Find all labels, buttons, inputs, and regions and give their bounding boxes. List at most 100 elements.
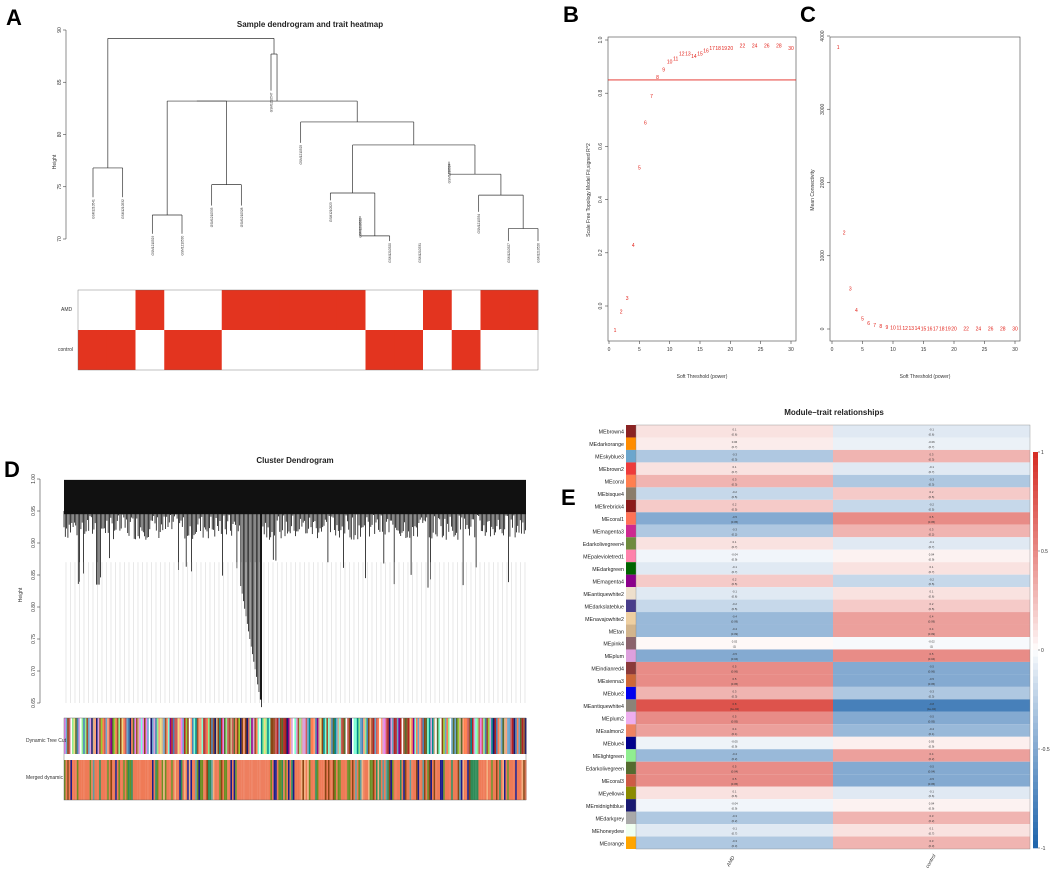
panel-a-ytick-label: 80 xyxy=(57,132,63,138)
panel-e-legend-step xyxy=(1033,782,1038,789)
panel-d-color-dynamic xyxy=(259,718,261,754)
panel-e-cell-amd-r: -0.1 xyxy=(732,565,737,569)
panel-d-color-merged xyxy=(520,760,522,800)
panel-e-cell-amd xyxy=(636,786,833,800)
panel-d-color-dynamic xyxy=(225,718,228,754)
panel-d-color-dynamic xyxy=(228,718,231,754)
panel-a-heat-cell-control xyxy=(365,330,395,370)
panel-d-color-merged xyxy=(99,760,101,800)
panel-e-cell-control xyxy=(833,462,1030,475)
panel-a-leaf-label: GSM1210526 xyxy=(537,243,541,263)
panel-e-module-label: MEtan xyxy=(609,629,624,635)
panel-d-color-merged xyxy=(67,760,69,800)
panel-e-cell-amd-p: (0.7) xyxy=(732,470,738,474)
panel-e-cell-amd xyxy=(636,562,833,575)
panel-d-color-dynamic xyxy=(403,718,405,754)
panel-d-color-merged xyxy=(371,760,373,800)
panel-e-cell-amd-r: 0.1 xyxy=(733,540,737,544)
panel-c-point: 28 xyxy=(1000,327,1006,333)
panel-d-color-merged xyxy=(334,760,337,800)
panel-d-color-dynamic xyxy=(289,718,292,754)
panel-a-heat-cell-amd xyxy=(221,290,251,330)
panel-d-color-dynamic xyxy=(427,718,429,754)
panel-a-leaf-label: GSM1210523 xyxy=(329,202,333,222)
panel-c-point: 24 xyxy=(976,327,982,333)
panel-e-cell-control-r: -0.1 xyxy=(929,789,934,793)
panel-d-color-merged xyxy=(134,760,137,800)
panel-d-color-dynamic xyxy=(310,718,313,754)
panel-d-color-merged xyxy=(208,760,210,800)
panel-a-heat-cell-amd xyxy=(423,290,453,330)
panel-d-color-merged xyxy=(459,760,461,800)
panel-e-cell-amd-r: -0.04 xyxy=(731,802,738,806)
panel-e-module-trait-heatmap: Module–trait relationships MEbrown40.1(0… xyxy=(583,408,1050,870)
panel-d-color-merged xyxy=(112,760,114,800)
panel-d-color-merged xyxy=(198,760,201,800)
panel-c-point: 10 xyxy=(890,325,896,331)
panel-d-color-dynamic xyxy=(158,718,161,754)
panel-e-cell-control-r: 0.1 xyxy=(930,590,934,594)
panel-d-color-merged xyxy=(358,760,361,800)
panel-d-color-dynamic xyxy=(65,718,68,754)
panel-e-cell-control-r: -0.3 xyxy=(929,689,934,693)
panel-e-cell-control xyxy=(833,811,1030,825)
panel-a-heat-cell-amd xyxy=(308,290,338,330)
panel-d-color-dynamic xyxy=(432,718,434,754)
panel-e-module-label: MEnavajowhite2 xyxy=(585,617,624,623)
panel-d-color-merged xyxy=(502,760,505,800)
panel-e-cell-amd xyxy=(636,574,833,588)
panel-d-color-dynamic xyxy=(160,718,162,754)
panel-e-module-label: MEblue4 xyxy=(603,741,624,747)
panel-e-legend-step xyxy=(1033,841,1038,849)
panel-e-legend-step xyxy=(1033,762,1038,770)
panel-d-color-merged xyxy=(372,760,375,800)
panel-d-color-merged xyxy=(411,760,413,800)
panel-d-color-dynamic xyxy=(137,718,140,754)
panel-d-ytick-label: 0.70 xyxy=(31,666,37,676)
panel-e-cell-control xyxy=(833,537,1030,550)
panel-d-color-merged xyxy=(467,760,469,800)
panel-d-color-merged xyxy=(286,760,289,800)
panel-e-cell-amd-p: (4e-04) xyxy=(730,707,739,711)
panel-d-color-dynamic xyxy=(68,718,71,754)
panel-e-cell-control xyxy=(833,674,1030,687)
panel-d-color-merged xyxy=(524,760,527,800)
panel-d-color-dynamic xyxy=(123,718,125,754)
panel-d-color-merged xyxy=(484,760,487,800)
panel-e-cell-control-p: (0.04) xyxy=(928,769,935,773)
panel-d-color-merged xyxy=(352,760,354,800)
panel-e-cell-amd-r: 0.5 xyxy=(733,777,737,781)
panel-d-color-merged xyxy=(64,760,66,800)
panel-c-point: 14 xyxy=(915,326,921,332)
panel-d-color-merged xyxy=(416,760,418,800)
panel-e-cell-control-p: (0.3) xyxy=(929,458,935,462)
panel-e-cell-amd-p: (0.9) xyxy=(732,807,738,811)
panel-a-leaf-label: GSM1210529 xyxy=(151,236,155,256)
panel-c-point: 6 xyxy=(867,321,870,327)
panel-d-color-merged xyxy=(310,760,313,800)
panel-e-module-label: MElightgreen xyxy=(593,754,624,760)
panel-d-color-merged xyxy=(140,760,143,800)
panel-a-heat-cell-amd xyxy=(135,290,165,330)
panel-e-legend-step xyxy=(1033,650,1038,657)
panel-d-color-merged xyxy=(430,760,433,800)
panel-d-color-dynamic xyxy=(499,718,501,754)
panel-d-color-dynamic xyxy=(377,718,380,754)
panel-a-heat-cell-amd xyxy=(250,290,280,330)
panel-d-color-dynamic xyxy=(473,718,476,754)
panel-d-color-dynamic xyxy=(169,718,172,754)
panel-d-color-merged xyxy=(379,760,381,800)
panel-d-ytick-label: 0.75 xyxy=(31,634,37,644)
panel-e-module-swatch xyxy=(626,774,636,787)
panel-a-heat-cell-control xyxy=(78,330,108,370)
panel-d-color-merged xyxy=(166,760,169,800)
panel-e-cell-control-p: (1) xyxy=(930,645,933,649)
panel-d-color-dynamic xyxy=(332,718,335,754)
panel-e-cell-amd xyxy=(636,449,833,463)
panel-e-legend-step xyxy=(1033,749,1038,756)
panel-e-legend-step xyxy=(1033,531,1038,539)
panel-d-color-merged xyxy=(312,760,314,800)
panel-a-heat-cell-control xyxy=(336,330,366,370)
panel-d-color-merged xyxy=(164,760,167,800)
panel-d-color-merged xyxy=(420,760,423,800)
